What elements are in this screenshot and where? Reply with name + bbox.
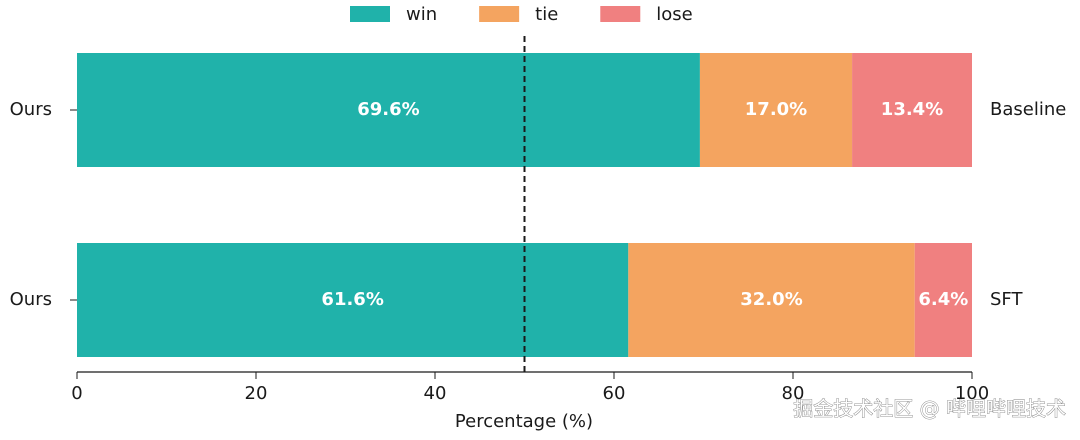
x-tick-label: 0 [71,383,82,404]
bar-segment [699,53,853,167]
x-tick-label: 80 [782,383,805,404]
value-label: 32.0% [740,289,802,310]
legend-swatch [600,6,641,22]
legend-swatch [479,6,520,22]
x-tick-label: 60 [603,383,626,404]
y-tick-label: Ours [10,289,52,310]
value-label: 6.4% [918,289,968,310]
value-label: 13.4% [881,99,943,120]
legend-label: lose [656,4,692,25]
x-tick-label: 100 [955,383,989,404]
right-label: Baseline [990,99,1066,120]
x-axis-label: Percentage (%) [455,411,593,432]
right-label: SFT [990,289,1023,310]
bar-segment [852,53,972,167]
value-label: 61.6% [321,289,383,310]
value-label: 69.6% [357,99,419,120]
legend-label: tie [535,4,558,25]
legend-swatch [350,6,390,22]
bar-segment [77,243,629,357]
watermark: 掘金技术社区 @ 哔哩哔哩技术 [793,397,1066,421]
value-label: 17.0% [745,99,807,120]
bar-segment [628,243,915,357]
legend-label: win [406,4,437,25]
y-tick-label: Ours [10,99,52,120]
x-tick-label: 40 [424,383,447,404]
x-tick-label: 20 [245,383,268,404]
bar-segment [914,243,972,357]
bar-segment [77,53,700,167]
